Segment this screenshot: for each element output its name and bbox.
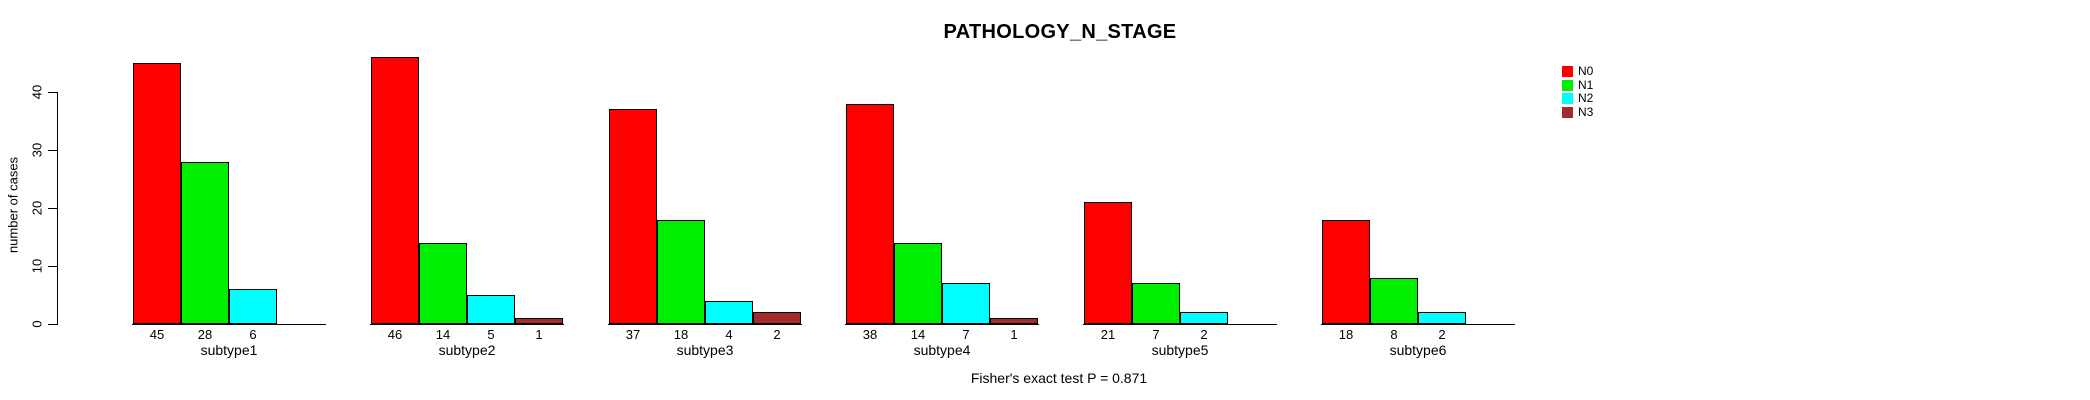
bar-value-label: 28 [197,327,213,342]
x-category-label-subtype1: subtype1 [200,342,258,358]
bar-value-label: 7 [1152,327,1160,342]
bar-value-label: 38 [862,327,878,342]
bar-n2-subtype3 [705,301,753,324]
bar-value-label: 1 [535,327,543,342]
legend-label-n3: N3 [1578,104,1594,119]
bar-value-label: 5 [487,327,495,342]
bar-n2-subtype1 [229,289,277,324]
x-category-label-subtype5: subtype5 [1151,342,1209,358]
bar-value-label: 18 [673,327,689,342]
legend-label-n0: N0 [1578,64,1594,78]
y-axis-line [57,92,58,325]
legend-swatch-n0 [1562,66,1573,77]
group-baseline [370,324,564,325]
bar-n1-subtype1 [181,162,229,324]
bar-value-label: 45 [149,327,165,342]
group-baseline [1083,324,1277,325]
bar-value-label: 6 [249,327,257,342]
y-axis-tick [48,92,57,93]
legend-swatch-n2 [1562,93,1573,104]
bar-n3-subtype4 [990,318,1038,324]
bar-n0-subtype1 [133,63,181,324]
y-axis-tick-label: 20 [29,200,45,216]
x-category-label-subtype6: subtype6 [1389,342,1447,358]
y-axis-label: number of cases [5,156,21,254]
bar-n1-subtype6 [1370,278,1418,324]
y-axis-tick [48,324,57,325]
bar-n0-subtype4 [846,104,894,324]
bar-n2-subtype2 [467,295,515,324]
bar-value-label: 14 [910,327,926,342]
bar-n1-subtype3 [657,220,705,324]
x-category-label-subtype4: subtype4 [913,342,971,358]
y-axis-tick [48,266,57,267]
legend-label-n1: N1 [1578,77,1594,92]
bar-value-label: 21 [1100,327,1116,342]
bar-n0-subtype3 [609,109,657,324]
bar-value-label: 14 [435,327,451,342]
bar-n3-subtype3 [753,312,801,324]
bar-value-label: 7 [962,327,970,342]
bar-n1-subtype4 [894,243,942,324]
group-baseline [608,324,802,325]
legend-label-n2: N2 [1578,91,1594,105]
group-baseline [132,324,326,325]
bar-n0-subtype2 [371,57,419,324]
y-axis-tick [48,150,57,151]
group-baseline [845,324,1039,325]
bar-value-label: 2 [1438,327,1446,342]
bar-value-label: 4 [725,327,733,342]
y-axis-tick-label: 0 [29,320,45,328]
bar-n1-subtype5 [1132,283,1180,324]
bar-value-label: 18 [1338,327,1354,342]
legend-swatch-n3 [1562,106,1573,118]
bar-value-label: 46 [387,327,403,342]
y-axis-tick-label: 30 [29,142,45,158]
bar-n2-subtype4 [942,283,990,324]
bar-n2-subtype5 [1180,312,1228,324]
caption-fisher-test: Fisher's exact test P = 0.871 [970,370,1148,386]
bar-n3-subtype2 [515,318,563,324]
bar-value-label: 2 [1200,327,1208,342]
bar-n2-subtype6 [1418,312,1466,324]
bar-n0-subtype6 [1322,220,1370,324]
bar-value-label: 8 [1390,327,1398,342]
bar-value-label: 1 [1010,327,1018,342]
y-axis-tick-label: 10 [29,258,45,274]
legend-swatch-n1 [1562,79,1573,91]
y-axis-tick [48,208,57,209]
x-category-label-subtype3: subtype3 [676,342,734,358]
bar-value-label: 2 [773,327,781,342]
chart-title: PATHOLOGY_N_STAGE [943,21,1177,43]
x-category-label-subtype2: subtype2 [438,342,496,358]
y-axis-tick-label: 40 [29,84,45,100]
bar-value-label: 37 [625,327,641,342]
bar-n0-subtype5 [1084,202,1132,324]
group-baseline [1321,324,1515,325]
bar-n1-subtype2 [419,243,467,324]
